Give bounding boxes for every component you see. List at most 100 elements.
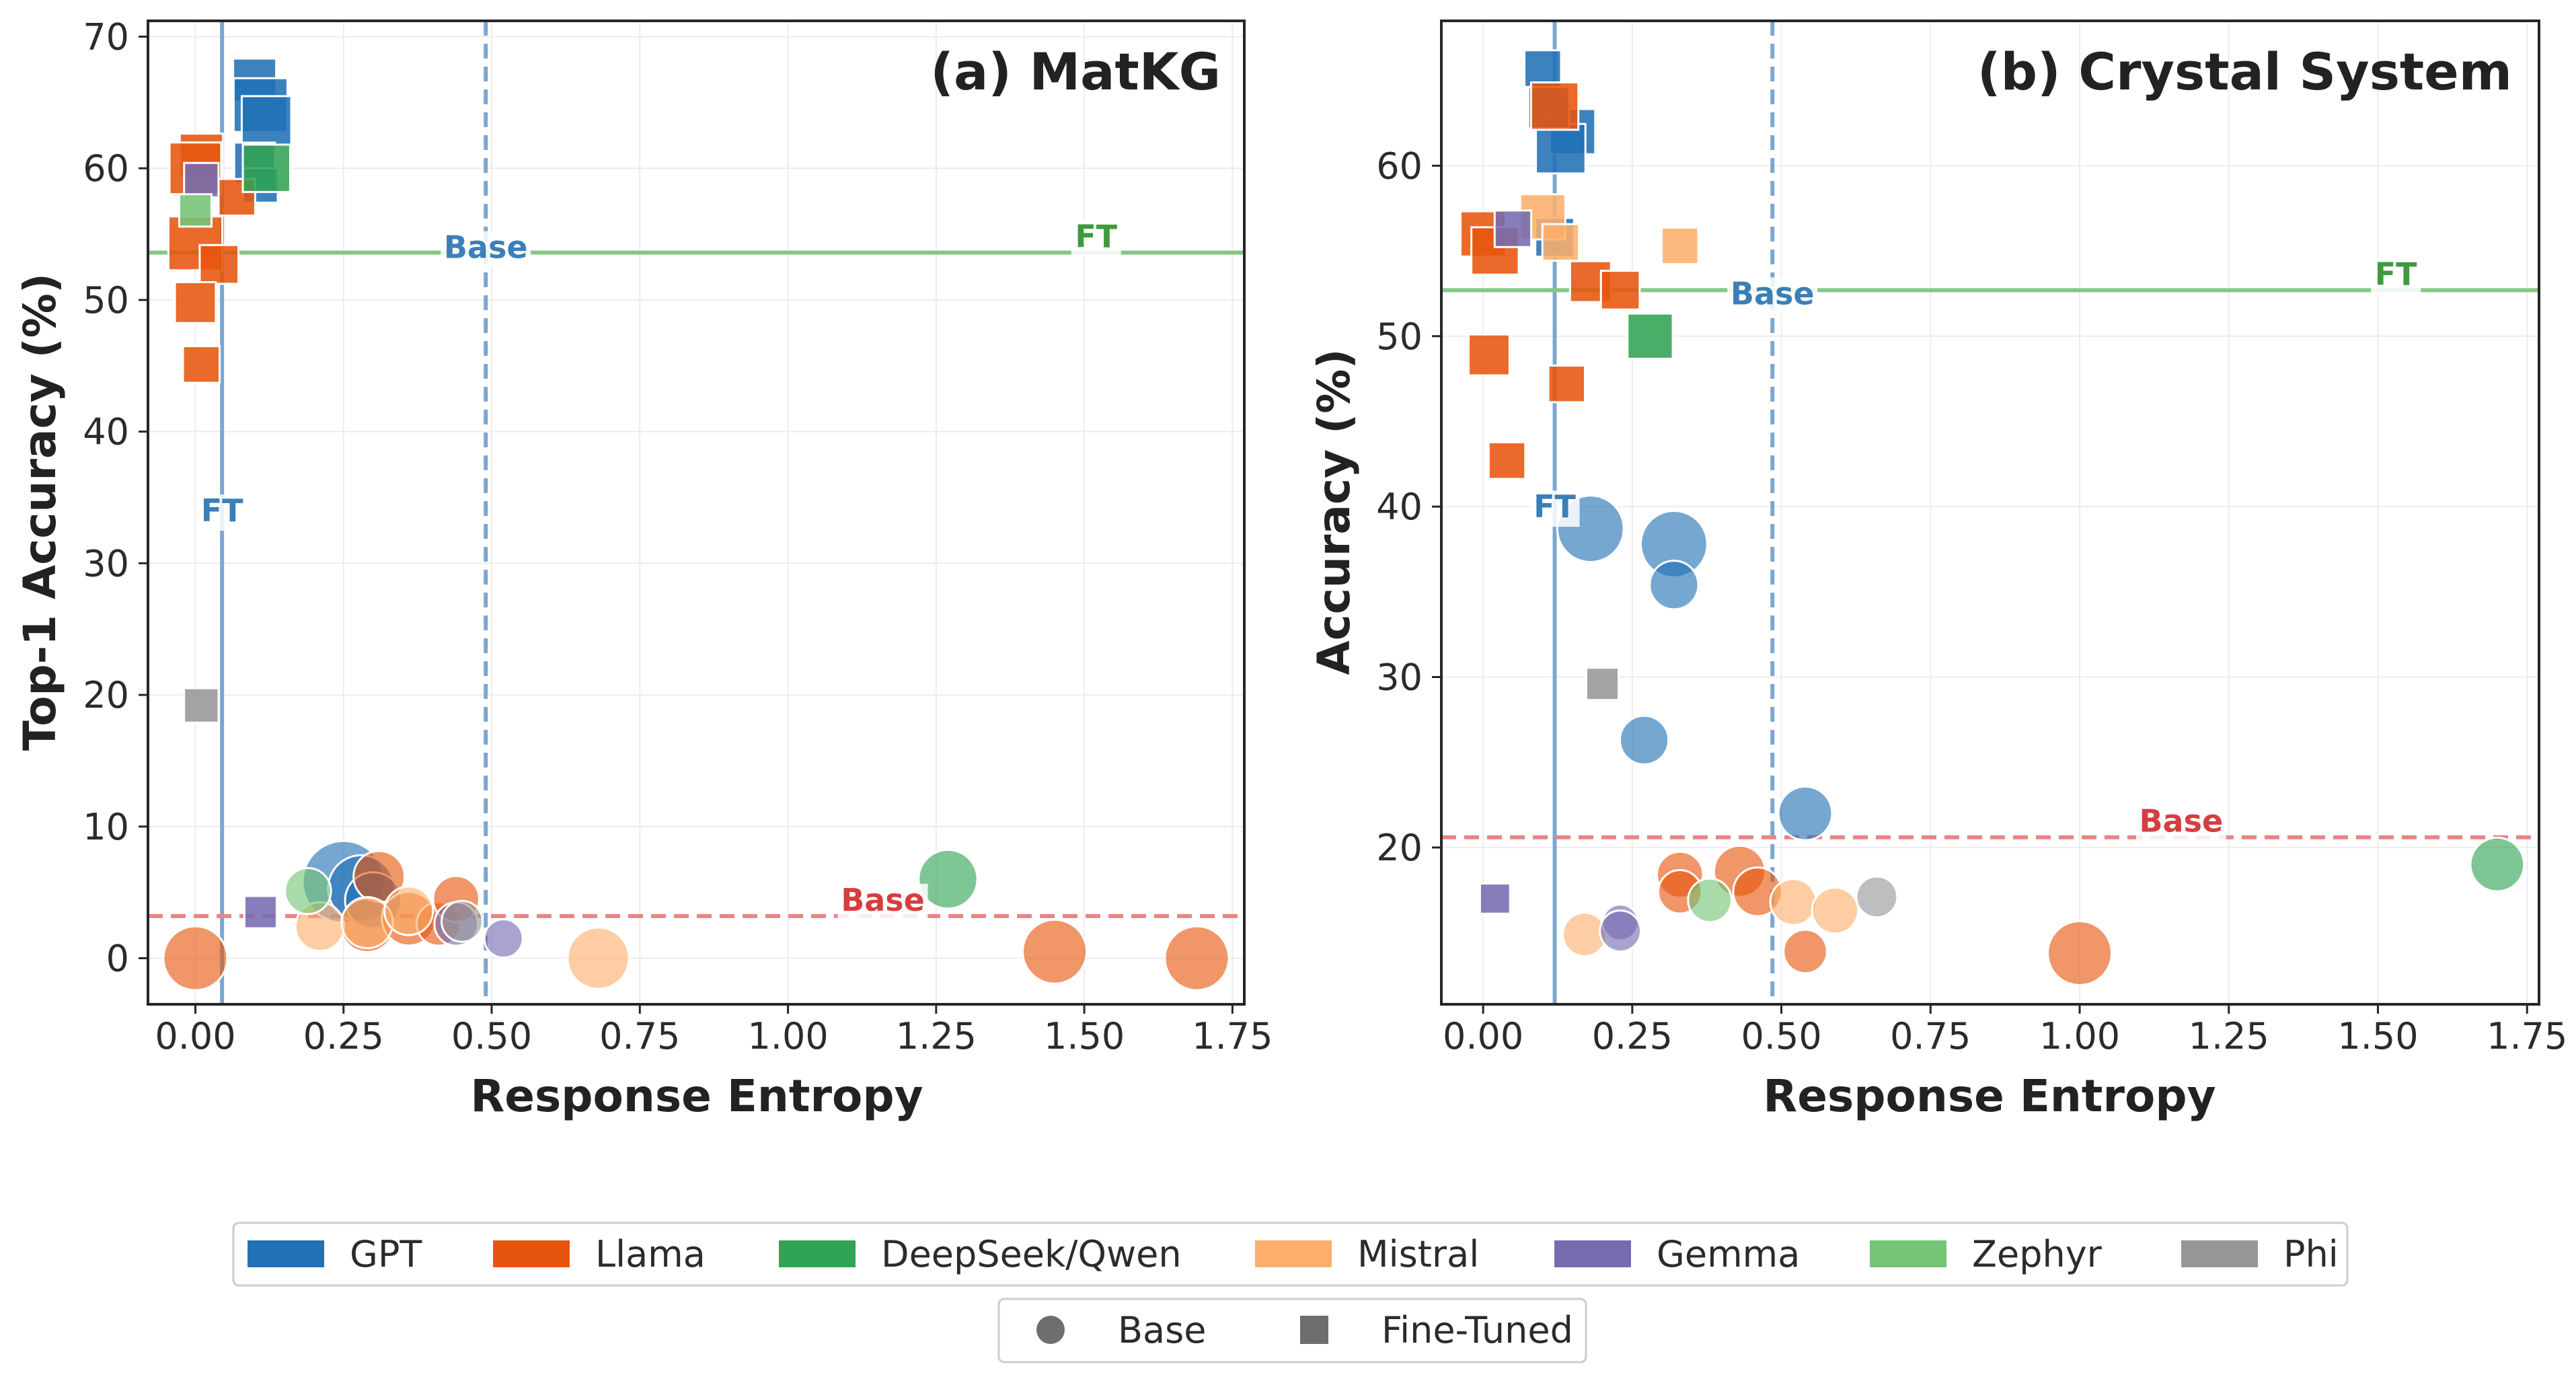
panel-b-point-gpt-fine-tuned [1523,49,1562,88]
panel-a-y-tick-label: 10 [83,806,129,848]
panel-a-point-zephyr-fine-tuned [178,193,213,228]
panel-a-point-deepseek-qwen-base [917,848,979,910]
legend-swatch-phi [2181,1240,2258,1267]
panel-a-point-llama-base [162,925,229,992]
panel-a-y-tick-label: 50 [83,279,129,322]
panel-b-point-llama-fine-tuned [1487,441,1527,480]
panel-a-point-zephyr-base [284,866,332,915]
legend-swatch-zephyr [1870,1240,1946,1267]
panel-a-y-tick-label: 70 [83,15,129,58]
panel-a-point-phi-fine-tuned [183,687,220,724]
panel-a-ref-label-background [441,231,531,268]
panel-a-point-mistral-base [566,926,630,990]
legend-label-deepseek-qwen: DeepSeek/Qwen [881,1233,1182,1275]
panel-b-y-tick-label: 20 [1376,827,1423,869]
panel-a-point-llama-fine-tuned [174,281,217,324]
panel-b-ref-line-label: FT [2375,256,2417,292]
panel-a-ref-line-label: FT [1075,218,1117,254]
panel-b-x-tick-label: 1.00 [2039,1015,2120,1057]
panel-b-point-phi-fine-tuned [1585,667,1620,702]
panel-a-point-mistral-base [383,885,434,936]
panel-b-point-mistral-fine-tuned [1541,223,1581,262]
panel-b-point-mistral-base [1811,886,1860,935]
legend-model-families: GPT Llama DeepSeek/Qwen Mistral Gemma Zephyr P… [232,1222,2349,1287]
panel-b-point-gpt-base [1618,714,1670,765]
panel-b-x-tick-label: 1.25 [2189,1015,2269,1057]
panel-b-x-tick-label: 0.00 [1443,1015,1523,1057]
panel-a-ref-line-label: FT [201,492,243,529]
legend-swatch-llama [493,1240,570,1267]
panel-a-x-tick-label: 0.75 [599,1015,680,1057]
panel-a-ref-label-background [837,883,928,920]
panel-a-x-tick-label: 0.50 [451,1015,532,1057]
panel-b-point-llama-fine-tuned [1529,81,1580,131]
panel-b-ref-label-background [1727,277,1818,314]
legend-label-gpt: GPT [350,1233,422,1275]
legend-label-gemma: Gemma [1657,1233,1800,1275]
panel-b-point-gpt-base [1649,560,1700,611]
legend-base-marker-icon [1036,1316,1065,1344]
legend-label-zephyr: Zephyr [1972,1233,2103,1275]
panel-b-x-axis-title: Response Entropy [1763,1070,2215,1122]
panel-b-point-gemma-fine-tuned [1478,883,1511,915]
panel-a-point-gemma-fine-tuned [183,161,220,198]
panel-b-x-tick-label: 0.25 [1592,1015,1673,1057]
panel-b-x-tick-label: 1.75 [2487,1015,2567,1057]
panel-b-point-llama-base [1782,928,1828,975]
legend-swatch-gpt [248,1240,324,1267]
panel-a-point-gemma-base [483,918,524,959]
legend-marker-types: Base Fine-Tuned [997,1298,1587,1363]
panel-a-x-tick-label: 0.00 [155,1015,235,1057]
panel-b-point-gemma-base [1599,909,1642,952]
panel-b-ref-line-label: FT [1533,488,1576,525]
panel-b-axes-frame [1440,20,2540,1006]
panel-b-y-tick-label: 30 [1376,657,1423,699]
panel-b-point-gpt-fine-tuned [1535,122,1587,175]
panel-a-x-tick-label: 0.25 [303,1015,384,1057]
panel-a-x-tick-label: 1.00 [747,1015,828,1057]
legend-label-mistral: Mistral [1357,1233,1479,1275]
panel-a-point-gpt-fine-tuned [240,95,293,147]
panel-a-axes-frame [147,20,1246,1006]
panel-b-crystal-system: FT Base FT Base 0.00 0.25 0.50 0.75 1.00 1.25 1.50… [1308,20,2567,1122]
panel-b-ref-line-label: Base [2139,803,2223,839]
panel-b-x-tick-label: 0.75 [1890,1015,1971,1057]
panel-a-y-tick-label: 60 [83,147,129,190]
panel-b-ref-label-background [2135,805,2226,842]
panel-a-y-axis-title: Top-1 Accuracy (%) [14,273,66,751]
panel-b-y-tick-label: 50 [1376,315,1423,358]
legend-swatch-mistral [1255,1240,1332,1267]
panel-a-point-llama-fine-tuned [198,244,240,285]
panel-b-ref-label-background [1529,490,1580,527]
panel-b-point-phi-base [1855,875,1899,919]
legend-swatch-gemma [1554,1240,1631,1267]
panel-a-x-tick-label: 1.25 [896,1015,977,1057]
panel-b-point-mistral-base [1769,878,1818,926]
panel-b-point-deepseek-qwen-base [2469,836,2526,893]
panel-a-y-tick-label: 20 [83,674,129,716]
panel-a-x-tick-label: 1.50 [1044,1015,1125,1057]
panel-b-point-zephyr-base [1687,877,1733,924]
panel-a-y-tick-label: 40 [83,411,129,453]
panel-b-point-llama-fine-tuned [1547,364,1586,404]
panel-a-point-phi-base [441,899,484,943]
panel-b-point-mistral-fine-tuned [1661,226,1700,266]
panel-a-x-tick-label: 1.75 [1192,1015,1273,1057]
panel-b-y-tick-label: 60 [1376,145,1423,187]
panel-a-point-llama-fine-tuned [182,345,221,384]
panel-b-ref-label-background [2371,258,2421,295]
panel-b-x-tick-label: 1.50 [2337,1015,2418,1057]
panel-b-ref-line-label: Base [1731,275,1815,311]
panel-b-point-llama-fine-tuned [1599,270,1641,311]
panel-b-point-gemma-fine-tuned [1493,209,1533,248]
panel-a-point-llama-base [1164,925,1230,992]
panel-a-ref-label-background [197,494,248,531]
panel-a-point-deepseek-qwen-fine-tuned [241,143,291,193]
panel-a-title: (a) MatKG [930,42,1221,102]
panel-b-point-deepseek-qwen-fine-tuned [1626,312,1674,360]
panel-a-ref-label-background [1071,220,1121,257]
panel-a-point-llama-base [1022,918,1088,985]
panel-a-point-gemma-fine-tuned [243,895,278,930]
panel-a-x-axis-title: Response Entropy [470,1070,923,1122]
